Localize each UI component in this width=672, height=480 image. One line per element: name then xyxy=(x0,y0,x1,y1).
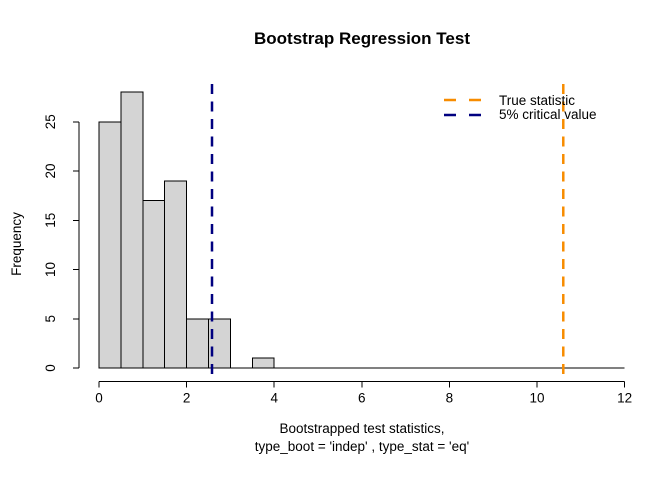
histogram-bar xyxy=(208,318,231,369)
x-axis-label-line1: Bootstrapped test statistics, xyxy=(279,421,445,436)
y-tick-label: 10 xyxy=(43,262,58,277)
legend-item-critical-value: 5% critical value xyxy=(444,107,597,123)
legend-item-true-statistic: True statistic xyxy=(444,93,597,108)
y-tick-label: 5 xyxy=(43,315,58,323)
dashed-line-sample-true-statistic xyxy=(444,99,482,102)
histogram-bar xyxy=(251,357,275,369)
y-tick-label: 15 xyxy=(43,213,58,228)
x-tick-label: 6 xyxy=(358,391,366,406)
y-axis-label: Frequency xyxy=(9,212,24,276)
dashed-line-sample-critical-value xyxy=(444,113,482,116)
chart-title: Bootstrap Regression Test xyxy=(253,29,470,48)
x-tick-label: 8 xyxy=(446,391,454,406)
histogram-bar xyxy=(142,200,166,369)
x-tick-label: 10 xyxy=(529,391,544,406)
histogram-bar xyxy=(98,121,122,369)
histogram-bar xyxy=(120,91,144,369)
histogram-bar xyxy=(186,318,210,369)
x-tick-label: 4 xyxy=(270,391,278,406)
x-tick-label: 12 xyxy=(617,391,632,406)
y-tick-label: 25 xyxy=(43,114,58,129)
legend-label: True statistic xyxy=(499,92,576,108)
legend: True statistic 5% critical value xyxy=(444,93,597,122)
y-tick-label: 20 xyxy=(43,163,58,178)
x-tick-label: 0 xyxy=(95,391,103,406)
y-tick-label: 0 xyxy=(43,364,58,372)
x-tick-label: 2 xyxy=(183,391,191,406)
legend-label: 5% critical value xyxy=(499,107,597,123)
x-axis-label-line2: type_boot = 'indep' , type_stat = 'eq' xyxy=(254,439,470,454)
histogram-bar xyxy=(164,180,188,369)
